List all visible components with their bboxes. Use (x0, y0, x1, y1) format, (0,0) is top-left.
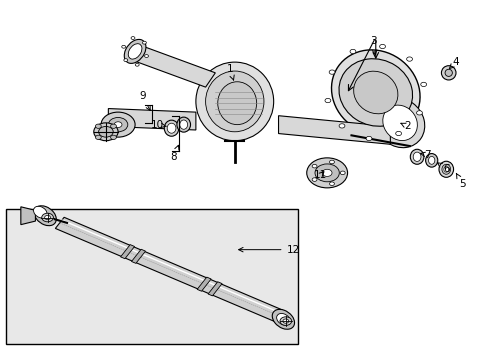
Ellipse shape (331, 50, 419, 135)
Polygon shape (21, 207, 35, 225)
Text: 3: 3 (369, 36, 376, 55)
Ellipse shape (34, 206, 47, 218)
Ellipse shape (217, 82, 256, 125)
Circle shape (311, 178, 316, 181)
Ellipse shape (427, 157, 434, 164)
Circle shape (311, 165, 316, 168)
Circle shape (123, 59, 127, 62)
Circle shape (122, 45, 125, 48)
Ellipse shape (425, 154, 437, 167)
Circle shape (110, 124, 116, 129)
Text: 10: 10 (150, 120, 166, 130)
Circle shape (94, 123, 118, 141)
Text: 8: 8 (170, 145, 179, 162)
Circle shape (329, 182, 334, 185)
Ellipse shape (441, 66, 455, 80)
Circle shape (99, 126, 113, 137)
Polygon shape (278, 116, 389, 144)
Circle shape (366, 136, 371, 141)
Circle shape (131, 37, 135, 40)
Circle shape (416, 111, 422, 115)
Text: 4: 4 (448, 57, 458, 68)
Circle shape (114, 122, 122, 127)
Circle shape (338, 124, 344, 128)
Circle shape (420, 82, 426, 86)
Ellipse shape (128, 44, 142, 59)
Circle shape (142, 41, 146, 44)
Text: 5: 5 (455, 173, 465, 189)
Circle shape (306, 158, 347, 188)
Circle shape (395, 131, 401, 136)
Ellipse shape (177, 117, 190, 132)
Circle shape (101, 112, 135, 137)
Circle shape (325, 98, 330, 103)
Polygon shape (55, 217, 283, 321)
Ellipse shape (444, 69, 451, 76)
Circle shape (340, 171, 345, 175)
Circle shape (135, 63, 139, 66)
Circle shape (349, 49, 355, 54)
Text: 6: 6 (437, 163, 449, 174)
Ellipse shape (441, 164, 450, 174)
Ellipse shape (164, 120, 179, 136)
Circle shape (95, 135, 101, 139)
Ellipse shape (276, 314, 289, 325)
Circle shape (328, 70, 334, 74)
Text: 11: 11 (314, 170, 327, 180)
Circle shape (110, 135, 116, 139)
Ellipse shape (124, 39, 145, 63)
Ellipse shape (180, 120, 187, 129)
Ellipse shape (167, 123, 176, 133)
Circle shape (329, 160, 334, 164)
Circle shape (95, 124, 101, 129)
Text: 12: 12 (238, 245, 299, 255)
Ellipse shape (196, 62, 273, 141)
Polygon shape (127, 44, 215, 87)
Ellipse shape (409, 149, 423, 164)
Polygon shape (208, 282, 222, 296)
Circle shape (379, 44, 385, 49)
Circle shape (280, 317, 291, 325)
Text: 1: 1 (226, 64, 234, 80)
Polygon shape (108, 109, 196, 130)
Bar (6, 208, 297, 344)
Circle shape (108, 117, 127, 132)
Ellipse shape (272, 309, 294, 329)
Polygon shape (197, 277, 211, 291)
Circle shape (314, 164, 339, 182)
Circle shape (283, 319, 288, 323)
Ellipse shape (443, 166, 448, 172)
Circle shape (322, 169, 331, 176)
Ellipse shape (338, 59, 412, 126)
Ellipse shape (382, 105, 417, 140)
Circle shape (144, 55, 148, 58)
Text: 7: 7 (420, 150, 430, 160)
Text: 9: 9 (139, 91, 150, 111)
Ellipse shape (375, 98, 424, 148)
Ellipse shape (205, 71, 264, 132)
Polygon shape (121, 244, 134, 259)
Circle shape (406, 57, 412, 61)
Circle shape (41, 213, 53, 222)
Circle shape (44, 215, 50, 220)
Text: 2: 2 (400, 121, 410, 131)
Ellipse shape (438, 161, 453, 177)
Ellipse shape (412, 152, 420, 161)
Ellipse shape (353, 71, 397, 114)
Polygon shape (131, 249, 145, 264)
Ellipse shape (34, 206, 56, 226)
